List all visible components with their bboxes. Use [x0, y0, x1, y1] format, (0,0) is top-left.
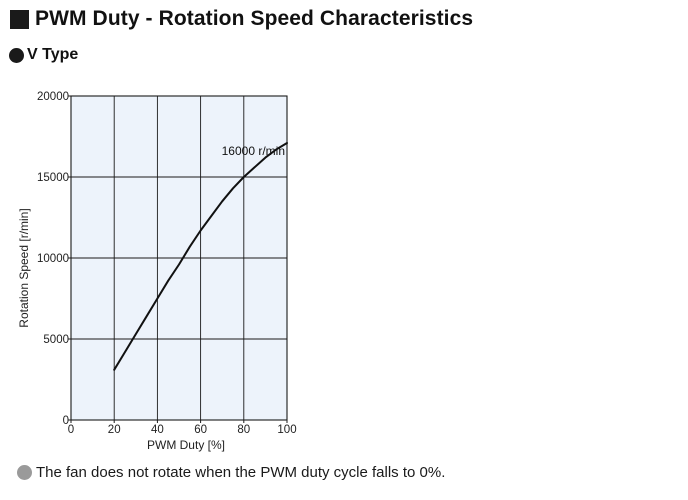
square-bullet-icon [10, 9, 29, 29]
y-tick-label: 20000 [37, 91, 69, 103]
x-tick-label: 60 [194, 424, 207, 436]
y-tick-label: 10000 [37, 253, 69, 265]
x-tick-label: 20 [108, 424, 121, 436]
page-heading: PWM Duty - Rotation Speed Characteristic… [10, 6, 473, 32]
x-axis-title: PWM Duty [%] [147, 438, 225, 452]
annotation-label: 16000 r/min [222, 144, 285, 158]
y-tick-label: 0 [63, 415, 69, 427]
section-heading: V Type [9, 45, 78, 65]
footnote-text: The fan does not rotate when the PWM dut… [36, 463, 446, 481]
speed-curve [113, 142, 288, 371]
footnote: The fan does not rotate when the PWM dut… [17, 462, 445, 482]
circle-bullet-icon [17, 464, 32, 480]
circle-bullet-icon [9, 47, 24, 63]
x-tick-label: 0 [68, 424, 74, 436]
y-axis-title: Rotation Speed [r/min] [17, 208, 31, 327]
y-tick-label: 15000 [37, 172, 69, 184]
rotation-speed-chart: 0 5000 10000 15000 20000 0 20 40 60 80 100 PWM Duty… [17, 91, 297, 452]
y-tick-label: 5000 [43, 334, 69, 346]
section-title: V Type [27, 46, 79, 63]
x-tick-label: 40 [151, 424, 164, 436]
x-tick-label: 80 [237, 424, 250, 436]
x-tick-label: 100 [277, 424, 296, 436]
page-title: PWM Duty - Rotation Speed Characteristic… [35, 7, 474, 30]
